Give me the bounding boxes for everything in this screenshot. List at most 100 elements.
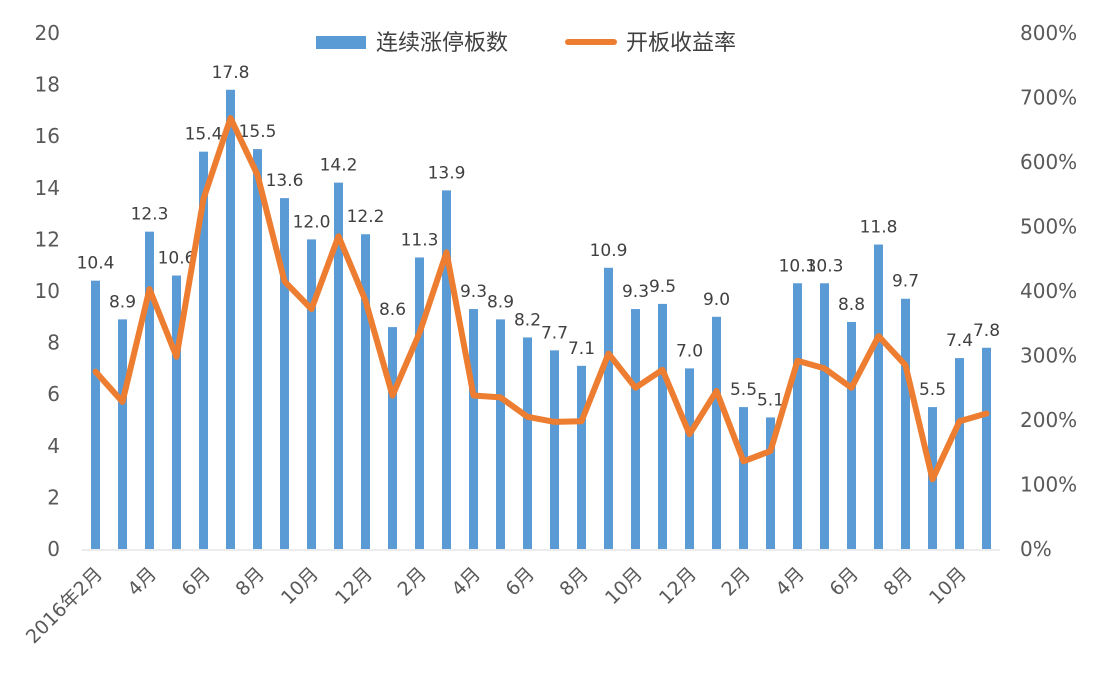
bar xyxy=(847,321,856,549)
bar-data-label: 13.9 xyxy=(428,163,466,183)
bar-data-label: 15.5 xyxy=(239,122,277,142)
x-tick-label: 10月 xyxy=(925,563,971,609)
legend-label-bars: 连续涨停板数 xyxy=(376,31,508,56)
bar-data-label: 10.3 xyxy=(779,256,817,276)
bar-data-label: 5.5 xyxy=(919,380,946,400)
bar-data-label: 7.8 xyxy=(973,321,1000,341)
bar xyxy=(280,198,289,549)
bar xyxy=(496,319,505,549)
bar xyxy=(712,316,721,549)
bar-data-label: 11.8 xyxy=(860,218,898,238)
y-right-tick-label: 700% xyxy=(1020,86,1077,110)
x-tick-label: 2月 xyxy=(393,563,431,601)
bar-data-label: 5.5 xyxy=(730,380,757,400)
x-tick-label: 8月 xyxy=(555,563,593,601)
x-tick-label: 4月 xyxy=(771,563,809,601)
bar xyxy=(874,244,883,549)
x-tick-label: 8月 xyxy=(231,563,269,601)
bar xyxy=(307,239,316,549)
bar-data-label: 10.4 xyxy=(77,254,115,274)
x-tick-label: 12月 xyxy=(331,563,377,609)
bar xyxy=(820,283,829,549)
y-right-tick-label: 800% xyxy=(1020,21,1077,45)
bar xyxy=(523,337,532,549)
bar-data-label: 7.1 xyxy=(568,339,595,359)
bar-data-label: 8.6 xyxy=(379,300,406,320)
bar-data-label: 5.1 xyxy=(757,390,784,410)
x-tick-label: 6月 xyxy=(177,563,215,601)
x-tick-label: 4月 xyxy=(447,563,485,601)
bar-data-label: 10.9 xyxy=(590,241,628,261)
bar-data-label: 9.3 xyxy=(622,282,649,302)
y-right-tick-label: 600% xyxy=(1020,150,1077,174)
bar xyxy=(739,407,748,549)
bar-data-label: 7.7 xyxy=(541,323,568,343)
bar xyxy=(334,182,343,549)
bar-data-label: 14.2 xyxy=(320,156,358,176)
bar-data-label: 10.3 xyxy=(806,256,844,276)
y-left-tick-label: 14 xyxy=(35,176,60,200)
y-left-tick-label: 12 xyxy=(35,227,60,251)
bar-data-label: 9.3 xyxy=(460,282,487,302)
bar-data-label: 7.0 xyxy=(676,341,703,361)
bar xyxy=(442,190,451,549)
bar xyxy=(766,417,775,549)
bar-data-label: 8.9 xyxy=(487,292,514,312)
y-right-tick-label: 500% xyxy=(1020,215,1077,239)
bar-data-label: 8.8 xyxy=(838,295,865,315)
bar xyxy=(631,309,640,549)
bar-data-label: 8.9 xyxy=(109,292,136,312)
y-right-tick-label: 200% xyxy=(1020,408,1077,432)
y-right-tick-label: 300% xyxy=(1020,344,1077,368)
bar-data-label: 17.8 xyxy=(212,63,250,83)
y-right-tick-label: 100% xyxy=(1020,473,1077,497)
x-tick-label: 8月 xyxy=(879,563,917,601)
y-left-tick-label: 8 xyxy=(47,331,60,355)
bar-data-label: 9.7 xyxy=(892,272,919,292)
bar xyxy=(388,327,397,549)
bar-data-label: 12.0 xyxy=(293,212,331,232)
bar-data-label: 15.4 xyxy=(185,125,223,145)
bar xyxy=(361,234,370,550)
bar-series xyxy=(91,89,991,550)
legend-label-line: 开板收益率 xyxy=(626,31,736,56)
y-left-tick-label: 0 xyxy=(47,537,60,561)
bar xyxy=(253,149,262,549)
bar xyxy=(199,151,208,549)
line-series xyxy=(92,115,990,483)
x-tick-label: 12月 xyxy=(655,563,701,609)
line-path xyxy=(92,115,990,483)
legend: 连续涨停板数 开板收益率 xyxy=(316,31,736,56)
bar-data-label: 9.0 xyxy=(703,290,730,310)
bar-data-label: 8.2 xyxy=(514,310,541,330)
y-axis-right: 0% 100% 200% 300% 400% 500% 600% 700% 800% xyxy=(1020,21,1077,561)
bar xyxy=(172,275,181,549)
y-left-tick-label: 4 xyxy=(47,434,60,458)
bar xyxy=(604,267,613,549)
bar-data-label: 12.3 xyxy=(131,205,169,225)
x-tick-label: 2月 xyxy=(717,563,755,601)
bar-data-label: 7.4 xyxy=(946,331,973,351)
y-left-tick-label: 20 xyxy=(35,21,60,45)
bar-data-label: 10.6 xyxy=(158,249,196,269)
x-tick-label: 2016年2月 xyxy=(22,563,107,648)
bar-data-labels: 10.4 8.9 12.3 10.6 15.4 17.8 15.5 13.6 12.0 14.2 1… xyxy=(77,63,1000,411)
bar xyxy=(685,368,694,549)
y-right-tick-label: 0% xyxy=(1020,537,1052,561)
y-axis-left: 0 2 4 6 8 10 12 14 16 18 20 xyxy=(35,21,60,561)
bar xyxy=(91,280,100,549)
bar xyxy=(955,358,964,549)
x-axis: 2016年2月 4月 6月 8月 10月 12月 2月 4月 6月 8月 10月 12月 2月 4月 6月 8… xyxy=(22,549,1000,648)
bar xyxy=(901,298,910,549)
x-tick-label: 6月 xyxy=(501,563,539,601)
bar xyxy=(145,231,154,549)
y-left-tick-label: 16 xyxy=(35,124,60,148)
bar xyxy=(550,350,559,549)
bar xyxy=(226,89,235,549)
y-right-tick-label: 400% xyxy=(1020,279,1077,303)
x-tick-label: 4月 xyxy=(123,563,161,601)
bar xyxy=(415,257,424,549)
x-tick-label: 6月 xyxy=(825,563,863,601)
